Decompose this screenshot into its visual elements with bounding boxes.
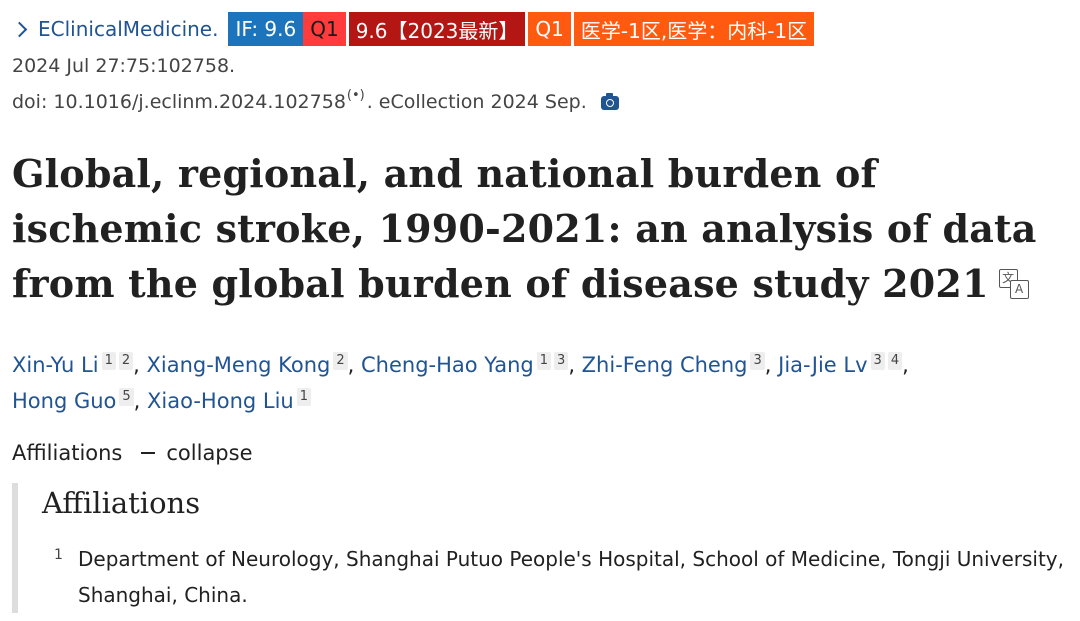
author-link[interactable]: Xin-Yu Li — [12, 353, 99, 377]
minus-icon — [141, 452, 156, 454]
doi-row: doi: 10.1016/j.eclinm.2024.102758 (•) . … — [12, 84, 1068, 120]
affiliation-ref[interactable]: 1 — [296, 388, 312, 406]
affiliation-ref[interactable]: 2 — [118, 352, 134, 370]
ecollection-text: . eCollection 2024 Sep. — [366, 91, 587, 113]
affiliations-panel: Affiliations 1 Department of Neurology, … — [12, 483, 1068, 613]
journal-link[interactable]: EClinicalMedicine. — [38, 17, 219, 41]
article-title-text: Global, regional, and national burden of… — [12, 151, 1037, 306]
affiliation-ref[interactable]: 3 — [750, 352, 765, 370]
translate-glyph-b: A — [1009, 279, 1029, 299]
affiliation-ref[interactable]: 4 — [887, 352, 903, 370]
affiliations-toggle[interactable]: Affiliations collapse — [12, 437, 1068, 469]
author-link[interactable]: Jia-Jie Lv — [778, 353, 868, 377]
author-link[interactable]: Xiang-Meng Kong — [146, 353, 331, 377]
article-title: Global, regional, and national burden of… — [12, 146, 1068, 311]
citation-date: 2024 Jul 27:75:102758. — [12, 55, 236, 77]
journal-row: EClinicalMedicine. IF: 9.6 Q1 9.6【2023最新… — [11, 12, 1068, 46]
rank-badge: 9.6【2023最新】 — [348, 12, 526, 46]
affiliation-ref[interactable]: 3 — [870, 352, 885, 370]
chevron-right-icon[interactable] — [11, 21, 28, 37]
camera-icon[interactable] — [600, 93, 619, 110]
affiliation-ref[interactable]: 5 — [119, 388, 134, 406]
doi-text[interactable]: doi: 10.1016/j.eclinm.2024.102758 — [12, 91, 346, 113]
author-link[interactable]: Xiao-Hong Liu — [147, 389, 294, 413]
affiliation-text: Department of Neurology, Shanghai Putuo … — [78, 547, 1064, 607]
author-link[interactable]: Cheng-Hao Yang — [361, 353, 534, 377]
quartile-badge: Q1 — [303, 12, 346, 46]
affiliations-heading: Affiliations — [42, 486, 201, 520]
author-link[interactable]: Hong Guo — [12, 389, 117, 413]
affiliation-item: 1 Department of Neurology, Shanghai Putu… — [42, 541, 1068, 613]
radio-icon[interactable]: (•) — [346, 88, 365, 103]
impact-factor-badge: IF: 9.6 — [228, 12, 304, 46]
category-badge: 医学-1区,医学：内科-1区 — [573, 12, 815, 46]
affiliation-ref[interactable]: 3 — [554, 352, 569, 370]
quartile-badge-2: Q1 — [528, 12, 571, 46]
affiliation-ref[interactable]: 2 — [333, 352, 348, 370]
affiliations-toggle-action: collapse — [166, 441, 253, 465]
author-link[interactable]: Zhi-Feng Cheng — [581, 353, 748, 377]
affiliation-ref[interactable]: 1 — [101, 352, 116, 370]
affiliation-number: 1 — [54, 547, 63, 563]
author-list: Xin-Yu Li 1 2, Xiang-Meng Kong 2, Cheng-Hao… — [12, 352, 909, 413]
affiliation-ref[interactable]: 1 — [536, 352, 552, 370]
affiliations-toggle-label: Affiliations — [12, 441, 123, 465]
